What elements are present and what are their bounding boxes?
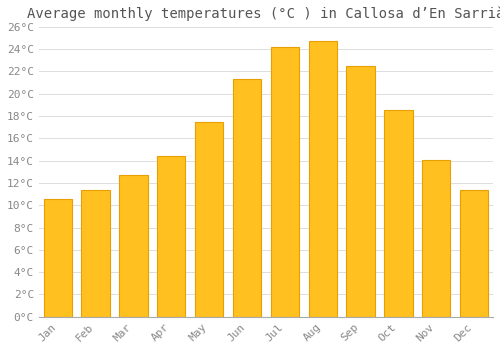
Title: Average monthly temperatures (°C ) in Callosa d’En Sarrià: Average monthly temperatures (°C ) in Ca… (27, 7, 500, 21)
Bar (270, 47, 299, 317)
Bar (460, 190, 488, 317)
Bar (157, 156, 186, 317)
Bar (384, 111, 412, 317)
Bar (346, 66, 375, 317)
Bar (82, 190, 110, 317)
Bar (44, 198, 72, 317)
Bar (195, 121, 224, 317)
Bar (308, 41, 337, 317)
Bar (119, 175, 148, 317)
Bar (422, 160, 450, 317)
Bar (233, 79, 261, 317)
